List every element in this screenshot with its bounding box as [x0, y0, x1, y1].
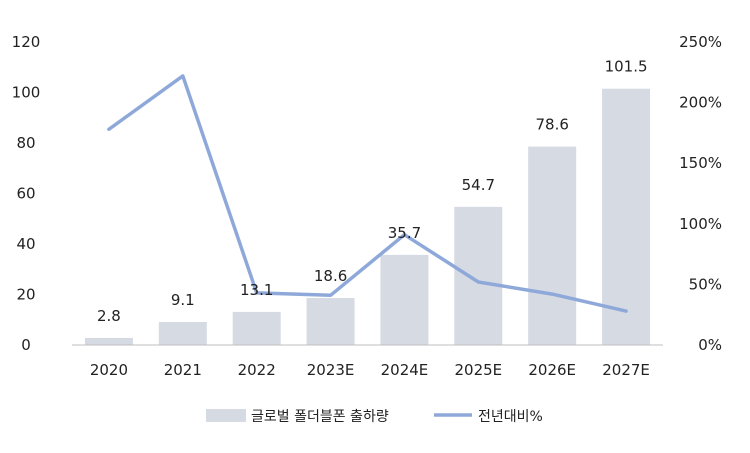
bar: [380, 255, 428, 345]
legend-line-label: 전년대비%: [478, 409, 543, 425]
y-left-tick-label: 80: [16, 134, 35, 152]
x-tick-label: 2024E: [381, 361, 429, 379]
x-tick-label: 2020: [90, 361, 128, 379]
y-left-tick-label: 60: [16, 185, 35, 203]
bar-data-label: 9.1: [171, 291, 195, 309]
x-axis: 2020 2021 2022 2023E 2024E 2025E 2026E 2027E: [90, 361, 650, 379]
x-tick-label: 2026E: [528, 361, 576, 379]
y-right-tick-label: 100%: [679, 215, 722, 233]
bar-data-label: 78.6: [535, 116, 568, 134]
y-left-tick-label: 40: [16, 235, 35, 253]
y-left-tick-label: 20: [16, 286, 35, 304]
bar: [85, 338, 133, 345]
y-right-tick-label: 0%: [698, 336, 722, 354]
bar: [159, 322, 207, 345]
x-tick-label: 2025E: [454, 361, 502, 379]
bar: [454, 207, 502, 345]
y-right-tick-label: 150%: [679, 154, 722, 172]
bar-data-label: 18.6: [314, 267, 347, 285]
bar-data-label: 54.7: [462, 176, 495, 194]
bar: [307, 298, 355, 345]
x-tick-label: 2023E: [307, 361, 355, 379]
x-tick-label: 2021: [164, 361, 202, 379]
legend: 글로벌 폴더블폰 출하량 전년대비%: [206, 409, 543, 425]
bar: [233, 312, 281, 345]
y-left-tick-label: 0: [21, 336, 31, 354]
x-tick-label: 2027E: [602, 361, 650, 379]
bar-data-label: 35.7: [388, 224, 421, 242]
y-right-tick-label: 250%: [679, 33, 722, 51]
legend-bar-label: 글로벌 폴더블폰 출하량: [251, 409, 389, 425]
x-tick-label: 2022: [238, 361, 276, 379]
y-axis-right: 0% 50% 100% 150% 200% 250%: [679, 33, 722, 354]
bar-data-label: 13.1: [240, 281, 273, 299]
y-right-tick-label: 200%: [679, 94, 722, 112]
y-right-tick-label: 50%: [689, 275, 722, 293]
y-axis-left: 0 20 40 60 80 100 120: [12, 33, 41, 354]
y-left-tick-label: 100: [12, 84, 41, 102]
bar-data-label: 101.5: [605, 58, 648, 76]
y-left-tick-label: 120: [12, 33, 41, 51]
bar: [528, 147, 576, 345]
bar-data-label: 2.8: [97, 307, 121, 325]
legend-bar-swatch: [206, 409, 246, 422]
